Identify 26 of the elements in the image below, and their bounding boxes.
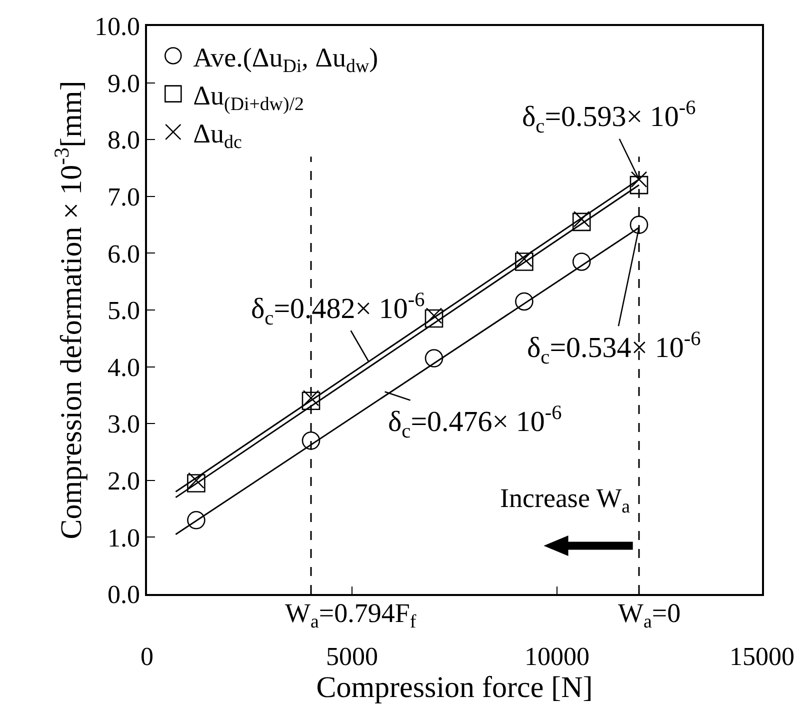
annotation: δ$_{c}$=0.593× 10$^{-6}$ — [522, 97, 696, 138]
text: W$_{a}$=0 — [618, 598, 681, 633]
annotation: Increase W$_{a}$ — [500, 483, 631, 518]
annotation: δ$_{c}$=0.482× 10$^{-6}$ — [251, 289, 425, 330]
annotation: δ$_{c}$=0.476× 10$^{-6}$ — [388, 402, 562, 442]
x-tick-label: 0 — [140, 642, 154, 671]
x-tick-label: 10000 — [524, 642, 590, 671]
y-tick-label: 7.0 — [108, 182, 140, 212]
annotation: δ$_{c}$=0.534× 10$^{-6}$ — [527, 328, 701, 368]
legend-label: Δu$_{(Di+dw)/2}$ — [193, 80, 304, 116]
y-tick-label: 6.0 — [108, 239, 140, 268]
y-tick-label: 8.0 — [108, 126, 140, 155]
legend-label: Ave.(Δu$_{Di}$, Δu$_{dw}$) — [193, 42, 378, 77]
y-tick-label: 3.0 — [108, 410, 140, 439]
y-tick-label: 1.0 — [108, 523, 140, 552]
y-tick-label: 0.0 — [108, 580, 140, 610]
x-tick-label: 5000 — [326, 642, 378, 671]
y-tick-label: 2.0 — [108, 466, 140, 496]
x-axis-title: Compression force [N] — [316, 670, 593, 704]
y-tick-label: 4.0 — [108, 352, 140, 382]
text: W$_{a}$=0.794F$_{f}$ — [285, 598, 417, 633]
y-tick-label: 9.0 — [108, 68, 140, 98]
legend-label: Δu$_{dc}$ — [193, 118, 242, 154]
y-tick-label: 10.0 — [94, 12, 140, 42]
x-tick-label: 15000 — [730, 642, 794, 671]
y-tick-label: 5.0 — [108, 296, 140, 326]
